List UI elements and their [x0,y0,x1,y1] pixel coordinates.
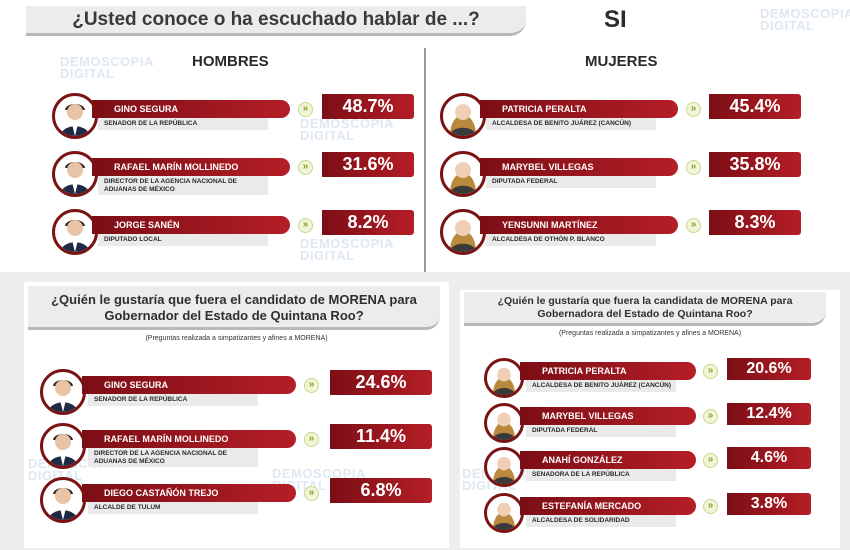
chevron-right-icon: » [703,499,718,514]
candidate-name: DIEGO CASTAÑÓN TREJO [82,484,296,502]
candidate-role: ALCALDESA DE BENITO JUÁREZ (CANCÚN) [486,118,656,130]
value-label: 11.4% [330,424,432,449]
question-text: ¿Quién le gustaría que fuera el candidat… [51,292,417,323]
survey-note: (Preguntas realizada a simpatizantes y a… [558,330,742,337]
title-box: ¿Usted conoce o ha escuchado hablar de .… [26,6,526,36]
chevron-right-icon: » [703,409,718,424]
candidate-avatar [484,493,524,533]
candidate-avatar [40,369,86,415]
value-label: 3.8% [727,493,811,515]
candidate-role: SENADORA DE LA REPÚBLICA [526,469,676,481]
value-label: 8.2% [322,210,414,235]
chevron-right-icon: » [298,160,313,175]
value-label: 48.7% [322,94,414,119]
men-header: HOMBRES [192,53,269,70]
candidate-name: ANAHÍ GONZÁLEZ [520,451,696,469]
candidate-role: ALCALDESA DE OTHÓN P. BLANCO [486,234,656,246]
candidate-name: PATRICIA PERALTA [520,362,696,380]
value-label: 35.8% [709,152,801,177]
candidate-name: ESTEFANÍA MERCADO [520,497,696,515]
candidate-role: ALCALDESA DE SOLIDARIDAD [526,515,676,527]
candidate-name: MARYBEL VILLEGAS [520,407,696,425]
chevron-right-icon: » [703,364,718,379]
candidate-avatar [484,403,524,443]
candidate-role: DIRECTOR DE LA AGENCIA NACIONAL DE ADUAN… [88,448,258,467]
column-divider [424,48,426,272]
chevron-right-icon: » [686,102,701,117]
value-label: 6.8% [330,478,432,503]
candidate-role: SENADOR DE LA REPÚBLICA [88,394,258,406]
value-label: 45.4% [709,94,801,119]
candidate-name: RAFAEL MARÍN MOLLINEDO [82,430,296,448]
candidate-role: DIPUTADO LOCAL [98,234,268,246]
women-header: MUJERES [585,53,658,70]
candidate-avatar [52,209,98,255]
question-box: ¿Quién le gustaría que fuera el candidat… [28,286,440,330]
candidate-role: SENADOR DE LA REPÚBLICA [98,118,268,130]
chevron-right-icon: » [686,218,701,233]
candidate-name: YENSUNNI MARTÍNEZ [480,216,678,234]
candidate-name: RAFAEL MARÍN MOLLINEDO [92,158,290,176]
value-label: 12.4% [727,403,811,425]
value-label: 24.6% [330,370,432,395]
chevron-right-icon: » [304,486,319,501]
question-box: ¿Quién le gustaría que fuera la candidat… [464,292,826,326]
candidate-role: DIPUTADA FEDERAL [526,425,676,437]
chevron-right-icon: » [298,102,313,117]
candidate-role: ALCALDESA DE BENITO JUÁREZ (CANCÚN) [526,380,676,392]
si-label: SI [604,6,627,33]
candidate-name: MARYBEL VILLEGAS [480,158,678,176]
candidate-name: GINO SEGURA [82,376,296,394]
candidate-avatar [40,423,86,469]
value-label: 8.3% [709,210,801,235]
candidate-role: DIRECTOR DE LA AGENCIA NACIONAL DE ADUAN… [98,176,268,195]
question-text: ¿Quién le gustaría que fuera la candidat… [497,295,793,320]
survey-note: (Preguntas realizada a simpatizantes y a… [145,335,328,342]
chevron-right-icon: » [298,218,313,233]
chevron-right-icon: » [304,378,319,393]
candidate-avatar [484,447,524,487]
candidate-role: ALCALDE DE TULUM [88,502,258,514]
chevron-right-icon: » [686,160,701,175]
candidate-avatar [40,477,86,523]
value-label: 20.6% [727,358,811,380]
chevron-right-icon: » [304,432,319,447]
known-panel: DEMOSCOPIA DIGITAL DEMOSCOPIA DIGITAL DEMO… [0,0,850,272]
candidate-role: DIPUTADA FEDERAL [486,176,656,188]
candidate-avatar [52,93,98,139]
chart-title: ¿Usted conoce o ha escuchado hablar de .… [72,9,480,30]
candidate-name: JORGE SANÉN [92,216,290,234]
candidate-name: PATRICIA PERALTA [480,100,678,118]
value-label: 4.6% [727,447,811,469]
chevron-right-icon: » [703,453,718,468]
value-label: 31.6% [322,152,414,177]
candidate-name: GINO SEGURA [92,100,290,118]
candidate-avatar [484,358,524,398]
